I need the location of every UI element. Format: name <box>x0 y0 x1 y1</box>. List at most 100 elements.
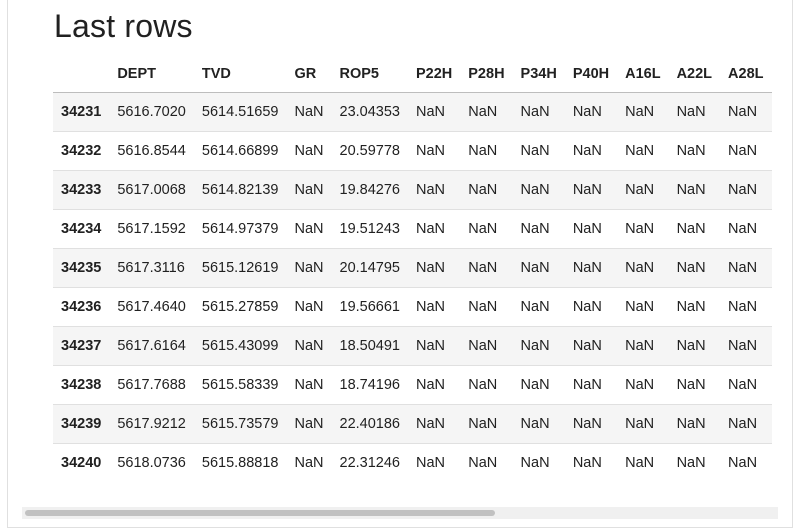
table-cell: NaN <box>286 326 332 366</box>
table-cell: 5617.6164 <box>109 326 194 366</box>
column-header: GR <box>286 56 332 93</box>
table-cell: NaN <box>407 287 461 327</box>
table-cell: NaN <box>512 443 565 480</box>
table-row: 34234 5617.1592 5614.97379 NaN 19.51243 NaN Na… <box>53 209 772 249</box>
horizontal-scrollbar[interactable] <box>22 507 778 519</box>
column-header: P28H <box>460 56 513 93</box>
table-cell: NaN <box>617 248 669 288</box>
column-header: DEPT <box>109 56 194 93</box>
table-cell: NaN <box>460 365 513 405</box>
table-cell: NaN <box>512 365 565 405</box>
table-cell: NaN <box>512 287 565 327</box>
table-cell: 5615.73579 <box>193 404 287 444</box>
table-row: 34231 5616.7020 5614.51659 NaN 23.04353 NaN Na… <box>53 92 772 132</box>
table-cell: NaN <box>668 365 721 405</box>
column-header: A22L <box>668 56 721 93</box>
column-header: ROP5 <box>331 56 408 93</box>
row-index-cell: 34237 <box>53 326 110 366</box>
table-cell: 22.31246 <box>331 443 408 480</box>
table-cell: 5614.97379 <box>193 209 287 249</box>
scrollbar-thumb[interactable] <box>25 510 495 516</box>
table-cell: 5617.9212 <box>109 404 194 444</box>
table-cell: NaN <box>617 209 669 249</box>
table-cell: NaN <box>564 404 618 444</box>
table-cell: NaN <box>286 443 332 480</box>
table-cell: 5615.12619 <box>193 248 287 288</box>
row-index-cell: 34232 <box>53 131 110 171</box>
table-row: 34232 5616.8544 5614.66899 NaN 20.59778 NaN Na… <box>53 131 772 171</box>
table-cell: 19.51243 <box>331 209 408 249</box>
table-row: 34233 5617.0068 5614.82139 NaN 19.84276 NaN Na… <box>53 170 772 210</box>
table-cell: NaN <box>460 404 513 444</box>
table-cell: NaN <box>407 365 461 405</box>
table-cell: NaN <box>407 92 461 132</box>
table-cell: 5615.88818 <box>193 443 287 480</box>
table-cell: 5614.82139 <box>193 170 287 210</box>
table-cell: 5614.66899 <box>193 131 287 171</box>
table-cell: NaN <box>720 92 772 132</box>
column-header: P22H <box>407 56 461 93</box>
table-cell: NaN <box>512 92 565 132</box>
table-cell: NaN <box>617 287 669 327</box>
table-cell: 22.40186 <box>331 404 408 444</box>
table-cell: NaN <box>668 443 721 480</box>
table-container[interactable]: DEPT TVD GR ROP5 P22H P28H P34H P40H A16L A22L A28… <box>53 56 778 480</box>
table-cell: 5617.3116 <box>109 248 194 288</box>
table-cell: NaN <box>668 404 721 444</box>
table-cell: NaN <box>286 404 332 444</box>
row-index-cell: 34236 <box>53 287 110 327</box>
table-cell: 5616.8544 <box>109 131 194 171</box>
table-cell: NaN <box>512 248 565 288</box>
table-cell: NaN <box>564 365 618 405</box>
row-index-cell: 34238 <box>53 365 110 405</box>
table-cell: NaN <box>720 131 772 171</box>
table-cell: NaN <box>512 170 565 210</box>
table-cell: NaN <box>720 209 772 249</box>
table-cell: NaN <box>407 170 461 210</box>
table-cell: 20.14795 <box>331 248 408 288</box>
table-cell: NaN <box>460 92 513 132</box>
table-cell: NaN <box>512 131 565 171</box>
table-cell: NaN <box>617 326 669 366</box>
table-cell: NaN <box>617 170 669 210</box>
table-cell: 18.74196 <box>331 365 408 405</box>
table-cell: NaN <box>512 209 565 249</box>
table-cell: 5617.4640 <box>109 287 194 327</box>
table-row: 34239 5617.9212 5615.73579 NaN 22.40186 NaN Na… <box>53 404 772 444</box>
row-index-cell: 34240 <box>53 443 110 480</box>
table-body: 34231 5616.7020 5614.51659 NaN 23.04353 NaN Na… <box>53 92 772 480</box>
table-cell: 18.50491 <box>331 326 408 366</box>
table-cell: NaN <box>564 287 618 327</box>
table-cell: NaN <box>564 170 618 210</box>
index-column-header <box>53 56 110 93</box>
header-row: DEPT TVD GR ROP5 P22H P28H P34H P40H A16L A22L A28… <box>53 56 772 93</box>
table-cell: 5617.0068 <box>109 170 194 210</box>
table-cell: NaN <box>564 209 618 249</box>
table-cell: NaN <box>460 248 513 288</box>
table-cell: 23.04353 <box>331 92 408 132</box>
table-cell: 5614.51659 <box>193 92 287 132</box>
table-cell: NaN <box>720 326 772 366</box>
page-title: Last rows <box>54 8 193 44</box>
table-cell: NaN <box>286 209 332 249</box>
table-cell: NaN <box>460 131 513 171</box>
table-cell: 5615.43099 <box>193 326 287 366</box>
table-row: 34240 5618.0736 5615.88818 NaN 22.31246 NaN Na… <box>53 443 772 480</box>
table-cell: NaN <box>564 326 618 366</box>
column-header: A28L <box>720 56 772 93</box>
table-cell: NaN <box>460 287 513 327</box>
table-cell: NaN <box>617 365 669 405</box>
table-cell: NaN <box>286 365 332 405</box>
table-cell: NaN <box>512 326 565 366</box>
table-row: 34238 5617.7688 5615.58339 NaN 18.74196 NaN Na… <box>53 365 772 405</box>
table-cell: NaN <box>564 248 618 288</box>
table-cell: NaN <box>720 443 772 480</box>
table-cell: NaN <box>407 209 461 249</box>
table-cell: NaN <box>460 443 513 480</box>
table-row: 34236 5617.4640 5615.27859 NaN 19.56661 NaN Na… <box>53 287 772 327</box>
table-cell: NaN <box>460 326 513 366</box>
table-cell: 5616.7020 <box>109 92 194 132</box>
table-cell: 5617.1592 <box>109 209 194 249</box>
table-cell: NaN <box>720 404 772 444</box>
table-row: 34235 5617.3116 5615.12619 NaN 20.14795 NaN Na… <box>53 248 772 288</box>
